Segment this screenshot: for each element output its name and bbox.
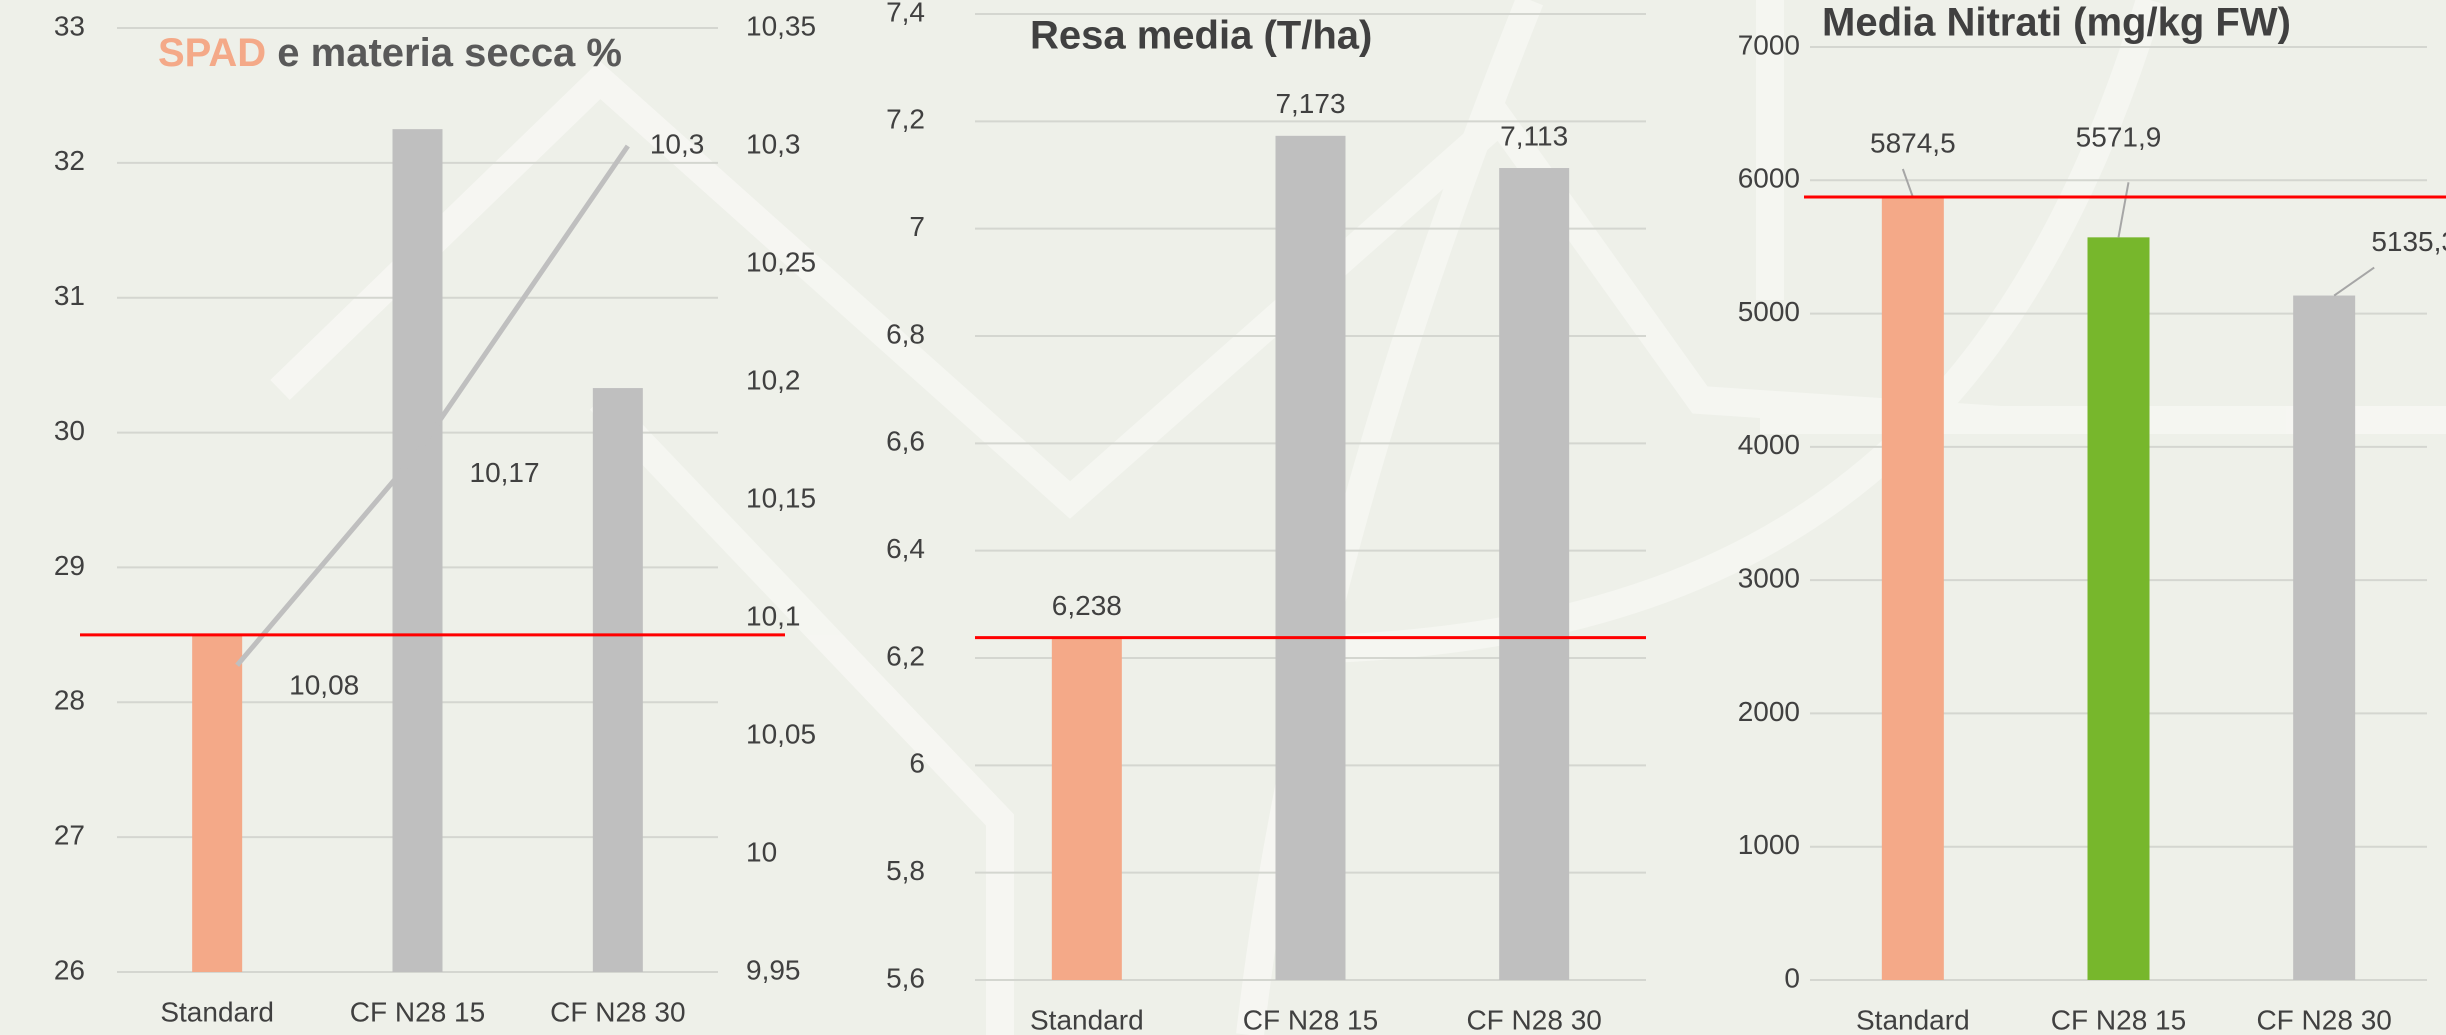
- y-tick-label: 4000: [1738, 429, 1800, 460]
- x-tick-label: CF N28 30: [2256, 1004, 2391, 1035]
- y2-tick-label: 10,1: [746, 600, 801, 631]
- y-tick-label: 5,6: [886, 962, 925, 993]
- leader-line: [2117, 182, 2130, 238]
- x-tick-label: CF N28 15: [350, 996, 485, 1027]
- data-label: 10,08: [289, 670, 359, 701]
- bar: [392, 129, 443, 973]
- y-tick-label: 7,4: [886, 0, 925, 27]
- y-tick-label: 6,2: [886, 640, 925, 671]
- y-tick-label: 31: [54, 280, 85, 311]
- chart-title: Media Nitrati (mg/kg FW): [1822, 1, 2291, 45]
- title-part: SPAD: [158, 31, 266, 75]
- leader-line: [2333, 266, 2375, 297]
- y-tick-label: 7000: [1738, 29, 1800, 60]
- bar: [2293, 295, 2356, 981]
- y-tick-label: 27: [54, 820, 85, 851]
- y2-tick-label: 10,2: [746, 364, 801, 395]
- y-tick-label: 29: [54, 550, 85, 581]
- y2-tick-label: 10,05: [746, 718, 816, 749]
- bar: [1881, 197, 1944, 981]
- y2-tick-label: 9,95: [746, 954, 801, 985]
- y-tick-label: 33: [54, 10, 85, 41]
- bar: [2087, 237, 2150, 980]
- y-tick-label: 30: [54, 415, 85, 446]
- data-label: 7,113: [1500, 120, 1568, 151]
- y-tick-label: 7: [909, 211, 925, 242]
- y-tick-label: 6,4: [886, 533, 925, 564]
- x-tick-label: CF N28 30: [550, 996, 685, 1027]
- x-tick-label: CF N28 30: [1466, 1004, 1601, 1035]
- bar: [1051, 637, 1122, 980]
- x-tick-label: Standard: [160, 996, 274, 1027]
- data-label: 5571,9: [2076, 122, 2162, 153]
- y-tick-label: 2000: [1738, 696, 1800, 727]
- y2-tick-label: 10,35: [746, 10, 816, 41]
- y2-tick-label: 10: [746, 836, 777, 867]
- y-tick-label: 28: [54, 685, 85, 716]
- data-label: 6,238: [1052, 590, 1122, 621]
- y-tick-label: 6,8: [886, 318, 925, 349]
- leader-line: [1901, 168, 1914, 198]
- y-tick-label: 26: [54, 954, 85, 985]
- data-label: 7,173: [1275, 88, 1345, 119]
- y-tick-label: 5000: [1738, 296, 1800, 327]
- y-tick-label: 32: [54, 145, 85, 176]
- y-tick-label: 6000: [1738, 163, 1800, 194]
- chart-title: SPAD e materia secca %: [158, 31, 622, 75]
- bar: [1275, 135, 1346, 980]
- bar: [192, 634, 243, 972]
- y2-tick-label: 10,3: [746, 128, 801, 159]
- data-label: 10,17: [470, 457, 540, 488]
- y-tick-label: 1000: [1738, 829, 1800, 860]
- x-tick-label: Standard: [1856, 1004, 1970, 1035]
- line: [235, 144, 630, 667]
- y-tick-label: 6: [909, 748, 925, 779]
- y-tick-label: 7,2: [886, 104, 925, 135]
- data-label: 5874,5: [1870, 127, 1956, 158]
- bar: [592, 388, 643, 972]
- x-tick-label: CF N28 15: [2051, 1004, 2186, 1035]
- x-tick-label: CF N28 15: [1243, 1004, 1378, 1035]
- data-label: 5135,3: [2371, 226, 2446, 257]
- y-tick-label: 0: [1784, 962, 1800, 993]
- x-tick-label: Standard: [1030, 1004, 1144, 1035]
- title-part: e materia secca %: [277, 31, 622, 75]
- bar: [1499, 168, 1570, 981]
- y-tick-label: 5,8: [886, 855, 925, 886]
- y-tick-label: 6,6: [886, 426, 925, 457]
- data-label: 10,3: [650, 128, 705, 159]
- y2-tick-label: 10,25: [746, 246, 816, 277]
- y2-tick-label: 10,15: [746, 482, 816, 513]
- y-tick-label: 3000: [1738, 563, 1800, 594]
- chart-title: Resa media (T/ha): [1030, 14, 1372, 58]
